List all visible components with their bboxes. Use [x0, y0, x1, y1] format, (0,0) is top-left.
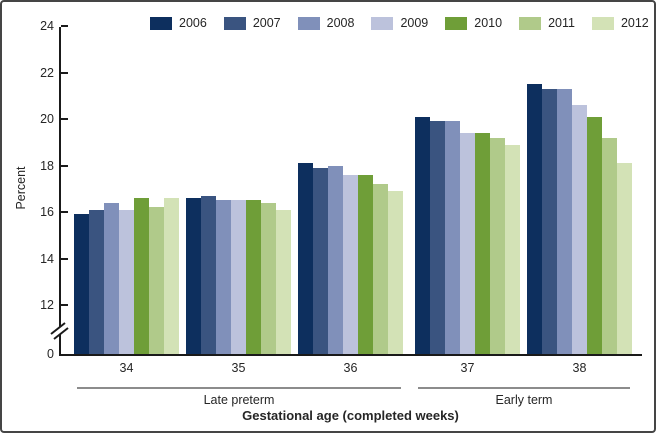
legend-swatch-icon	[371, 16, 394, 30]
bar-2011-week36	[373, 184, 388, 354]
x-tick-label-36: 36	[343, 361, 358, 375]
y-tick-mark	[61, 118, 68, 120]
bar-2008-week36	[328, 165, 343, 354]
section-label: Late preterm	[203, 393, 275, 407]
bar-2007-week38	[542, 88, 557, 354]
y-tick-mark	[61, 71, 68, 74]
legend-label: 2012	[620, 16, 649, 30]
y-tick-label-22: 22	[40, 65, 54, 80]
legend-label: 2006	[179, 16, 207, 30]
legend-item-2011: 2011	[519, 16, 575, 30]
bar-2009-week35	[231, 200, 246, 354]
bar-2010-week34	[134, 198, 149, 354]
legend-item-2006: 2006	[150, 16, 207, 30]
bar-2012-week36	[388, 191, 403, 354]
x-tick-label-37: 37	[460, 361, 475, 375]
bar-2011-week34	[149, 207, 164, 354]
bar-2010-week37	[475, 132, 490, 354]
legend-swatch-icon	[297, 16, 320, 30]
bar-2009-week37	[460, 132, 475, 354]
bar-2012-week34	[164, 198, 179, 354]
y-axis-line	[59, 27, 61, 356]
bar-2011-week37	[490, 137, 505, 354]
bar-2008-week38	[557, 88, 572, 354]
bar-2010-week38	[587, 116, 602, 354]
y-tick-label-20: 20	[40, 112, 54, 126]
bar-2012-week38	[617, 163, 632, 354]
bar-2009-week38	[572, 105, 587, 354]
y-axis-break-icon	[50, 322, 69, 340]
y-tick-mark	[61, 25, 68, 27]
section-underline	[418, 387, 630, 389]
bar-2011-week38	[602, 137, 617, 354]
legend-swatch-icon	[150, 16, 172, 30]
x-tick-label-35: 35	[231, 361, 246, 375]
legend-label: 2007	[252, 16, 281, 30]
legend-item-2010: 2010	[445, 16, 502, 30]
legend-item-2008: 2008	[297, 16, 355, 30]
bar-2006-week37	[415, 116, 430, 354]
legend-swatch-icon	[519, 16, 542, 30]
y-tick-mark	[61, 164, 68, 167]
legend-label: 2008	[326, 16, 355, 30]
bar-2006-week38	[527, 84, 542, 354]
y-tick-label-24: 24	[40, 19, 54, 33]
y-tick-mark	[61, 211, 68, 213]
y-tick-label-14: 14	[40, 251, 54, 266]
bar-2008-week35	[216, 200, 231, 354]
bar-2012-week35	[276, 209, 291, 354]
legend-item-2012: 2012	[591, 16, 649, 30]
x-tick-label-38: 38	[572, 361, 587, 375]
y-tick-label-18: 18	[40, 158, 54, 173]
bar-2007-week37	[430, 121, 445, 354]
bar-2012-week37	[505, 144, 520, 354]
legend-swatch-icon	[445, 16, 468, 30]
bar-2006-week36	[298, 163, 313, 354]
x-axis-baseline	[59, 354, 642, 356]
x-tick-label-34: 34	[119, 361, 134, 375]
bar-2008-week34	[104, 202, 119, 354]
legend-label: 2009	[400, 16, 429, 30]
section-label: Early term	[495, 393, 553, 407]
legend-label: 2011	[548, 16, 575, 30]
bar-2007-week34	[89, 209, 104, 354]
bar-2007-week35	[201, 195, 216, 354]
bar-2009-week36	[343, 174, 358, 354]
bar-2006-week35	[186, 198, 201, 354]
y-tick-label-16: 16	[40, 205, 54, 219]
section-underline	[77, 387, 401, 389]
bar-2010-week35	[246, 200, 261, 354]
bar-2011-week35	[261, 202, 276, 354]
y-tick-label-12: 12	[40, 298, 54, 312]
bar-2010-week36	[358, 174, 373, 354]
y-tick-mark	[61, 304, 68, 306]
bar-2007-week36	[313, 167, 328, 354]
y-tick-label-0: 0	[47, 347, 54, 361]
legend-item-2009: 2009	[371, 16, 428, 30]
legend-swatch-icon	[591, 16, 614, 30]
bar-2006-week34	[74, 214, 89, 354]
legend-item-2007: 2007	[223, 16, 281, 30]
legend: 2006 2007 2008 2009 2010 2011 2012	[150, 16, 649, 30]
y-tick-mark	[61, 257, 68, 260]
bar-2008-week37	[445, 121, 460, 354]
x-axis-title: Gestational age (completed weeks)	[242, 408, 459, 423]
legend-swatch-icon	[223, 16, 246, 30]
bar-2009-week34	[119, 209, 134, 354]
legend-label: 2010	[474, 16, 503, 30]
